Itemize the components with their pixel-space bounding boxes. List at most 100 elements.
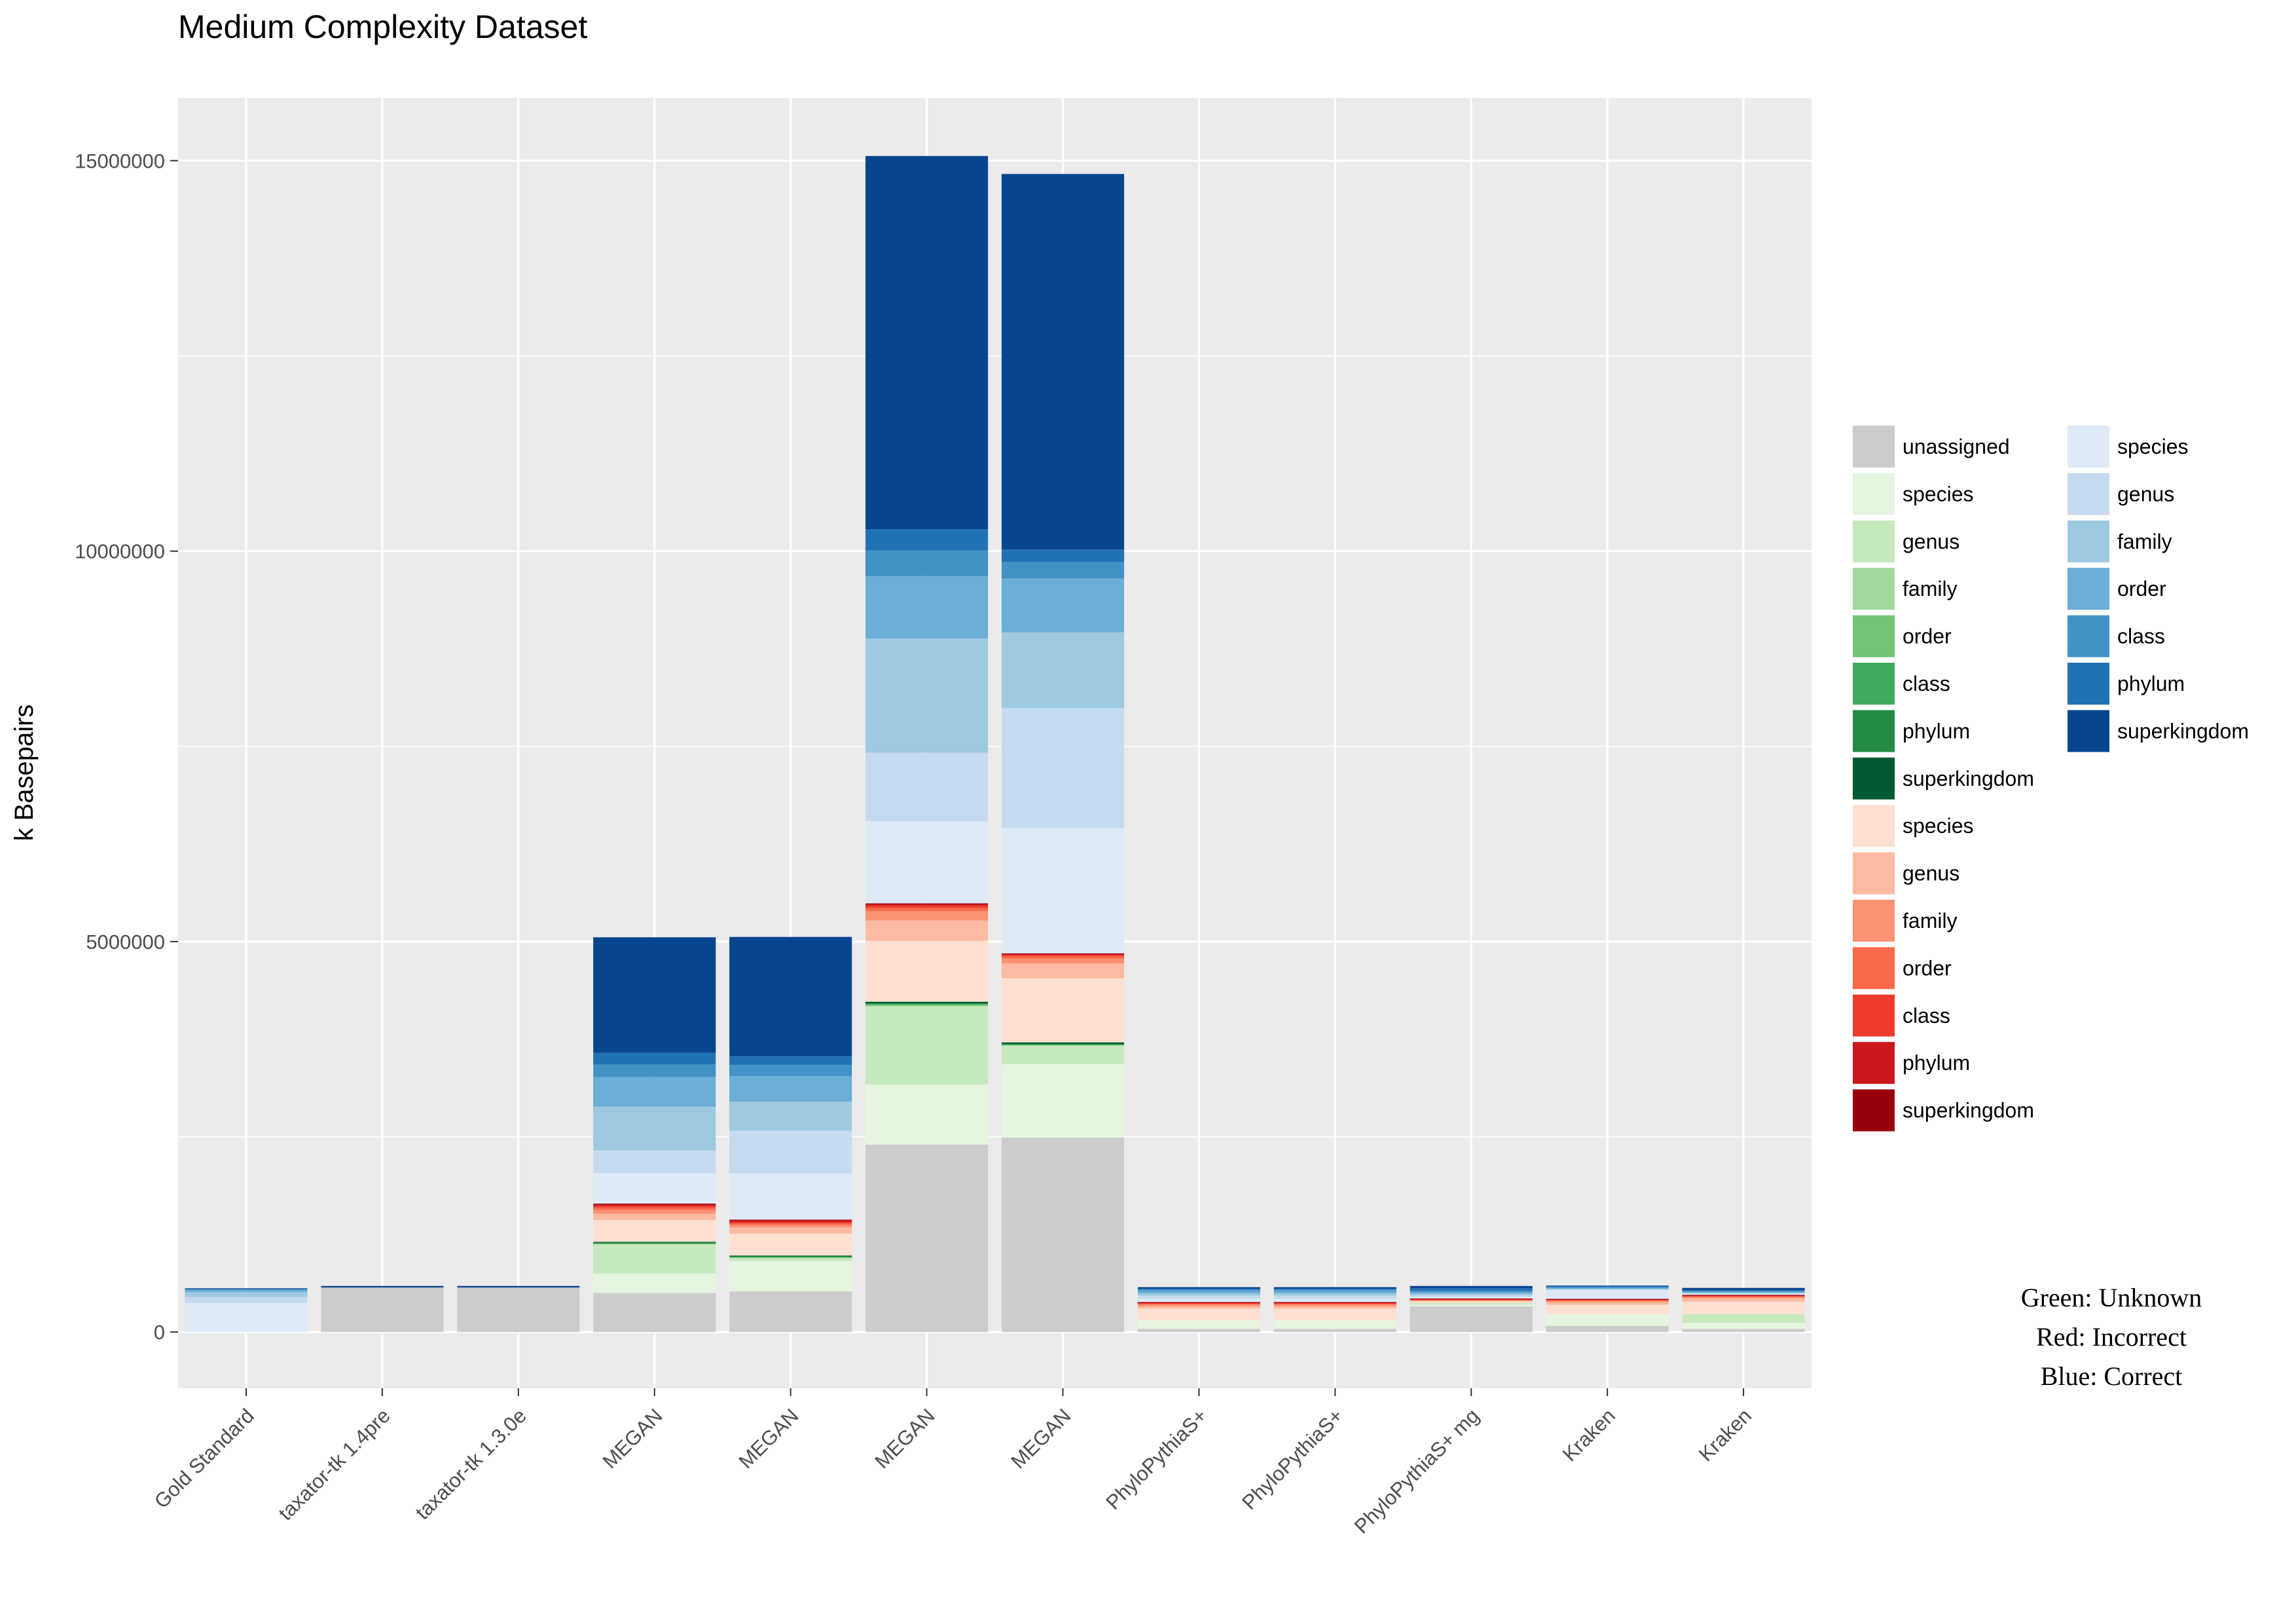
bar-segment xyxy=(1001,1045,1125,1065)
bar-segment xyxy=(729,1130,852,1174)
legend-key xyxy=(1853,805,1895,847)
bar-segment xyxy=(865,908,989,912)
bar-segment xyxy=(1273,1287,1396,1289)
bar-segment xyxy=(1682,1314,1805,1323)
x-tick-label: Kraken xyxy=(1694,1404,1756,1466)
bar-segment xyxy=(1682,1296,1805,1297)
bar-segment xyxy=(729,1065,852,1077)
bar-segment xyxy=(1137,1320,1260,1329)
legend-label: genus xyxy=(2117,482,2174,506)
legend-key xyxy=(2068,473,2109,515)
annotation-line: Red: Incorrect xyxy=(2036,1322,2187,1352)
bar-segment xyxy=(865,638,989,753)
bar-segment xyxy=(729,1173,852,1220)
legend-item: species xyxy=(2068,426,2189,468)
bar-segment xyxy=(1410,1299,1533,1301)
legend-key xyxy=(2068,568,2109,610)
y-tick-label: 10000000 xyxy=(75,540,165,563)
bar-segment xyxy=(1001,1064,1125,1138)
legend-key xyxy=(1853,473,1895,515)
legend-label: genus xyxy=(1903,862,1959,885)
legend-key xyxy=(1853,994,1895,1037)
bar-segment xyxy=(457,1285,580,1288)
bar-segment xyxy=(1682,1298,1805,1302)
legend-key xyxy=(1853,852,1895,895)
x-tick-label: taxator-tk 1.3.0e xyxy=(411,1404,531,1524)
bar-segment xyxy=(865,1001,989,1004)
plot-panel xyxy=(178,98,1812,1388)
bar-segment xyxy=(865,550,989,576)
legend-key xyxy=(1853,1042,1895,1084)
legend-item: species xyxy=(1853,805,1974,847)
bar-segment xyxy=(1137,1329,1260,1333)
bar-segment xyxy=(1410,1290,1533,1293)
bar-segment xyxy=(1682,1287,1805,1291)
chart-title: Medium Complexity Dataset xyxy=(178,9,587,45)
bar-segment xyxy=(729,1257,852,1258)
legend-key xyxy=(2068,615,2109,657)
bar-segment xyxy=(1682,1301,1805,1314)
legend-item: unassigned xyxy=(1853,426,2010,468)
bar-segment xyxy=(1137,1295,1260,1299)
bar-segment xyxy=(865,1006,989,1085)
bar-segment xyxy=(1546,1290,1669,1299)
bar-segment xyxy=(729,1227,852,1234)
legend-label: phylum xyxy=(1903,1051,1970,1075)
bar-stack xyxy=(1001,174,1125,1333)
legend-label: unassigned xyxy=(1903,435,2010,458)
legend-label: species xyxy=(2117,435,2189,458)
bar-segment xyxy=(1001,578,1125,633)
bar-segment xyxy=(1273,1289,1396,1291)
bar-segment xyxy=(1001,1042,1125,1044)
bar-segment xyxy=(321,1287,444,1333)
legend-item: order xyxy=(1853,615,1952,657)
bar-segment xyxy=(1137,1299,1260,1302)
legend-item: family xyxy=(2068,520,2172,563)
bar-stack xyxy=(1273,1287,1396,1333)
legend-key xyxy=(1853,900,1895,942)
bar-segment xyxy=(729,1220,852,1222)
bar-segment xyxy=(593,1273,716,1293)
bar-segment xyxy=(593,1209,716,1214)
bar-segment xyxy=(1001,963,1125,978)
bar-segment xyxy=(1273,1304,1396,1306)
bar-segment xyxy=(185,1297,308,1304)
bar-segment xyxy=(593,937,716,1053)
x-tick-label: PhyloPythiaS+ xyxy=(1237,1404,1347,1514)
bar-segment xyxy=(729,1221,852,1224)
bar-segment xyxy=(1137,1306,1260,1309)
bar-segment xyxy=(593,1107,716,1151)
x-tick-label: MEGAN xyxy=(734,1404,803,1473)
legend-key xyxy=(2068,710,2109,752)
bar-segment xyxy=(593,1207,716,1210)
bar-segment xyxy=(1273,1302,1396,1304)
y-tick-label: 0 xyxy=(154,1321,165,1344)
legend-item: species xyxy=(1853,473,1974,515)
legend-item: class xyxy=(1853,994,1950,1037)
bar-segment xyxy=(729,1257,852,1259)
legend-key xyxy=(1853,426,1895,468)
bar-segment xyxy=(865,529,989,551)
bar-segment xyxy=(729,1101,852,1131)
bar-segment xyxy=(1001,174,1125,550)
bar-segment xyxy=(593,1244,716,1274)
bar-segment xyxy=(1410,1293,1533,1296)
bar-segment xyxy=(1001,1137,1125,1333)
legend-item: class xyxy=(1853,663,1950,705)
bar-segment xyxy=(865,903,989,904)
bar-segment xyxy=(1546,1299,1669,1301)
bar-segment xyxy=(1137,1303,1260,1304)
bar-segment xyxy=(1273,1295,1396,1299)
bar-segment xyxy=(1001,978,1125,1043)
bar-segment xyxy=(1410,1306,1533,1333)
x-tick-label: PhyloPythiaS+ mg xyxy=(1350,1404,1484,1538)
bar-segment xyxy=(1001,1044,1125,1046)
x-tick-label: Gold Standard xyxy=(150,1404,259,1513)
legend-key xyxy=(2068,520,2109,563)
bar-segment xyxy=(1273,1306,1396,1309)
bar-segment xyxy=(729,1256,852,1257)
bar-segment xyxy=(1410,1301,1533,1304)
bar-segment xyxy=(1137,1289,1260,1291)
bar-segment xyxy=(185,1292,308,1297)
